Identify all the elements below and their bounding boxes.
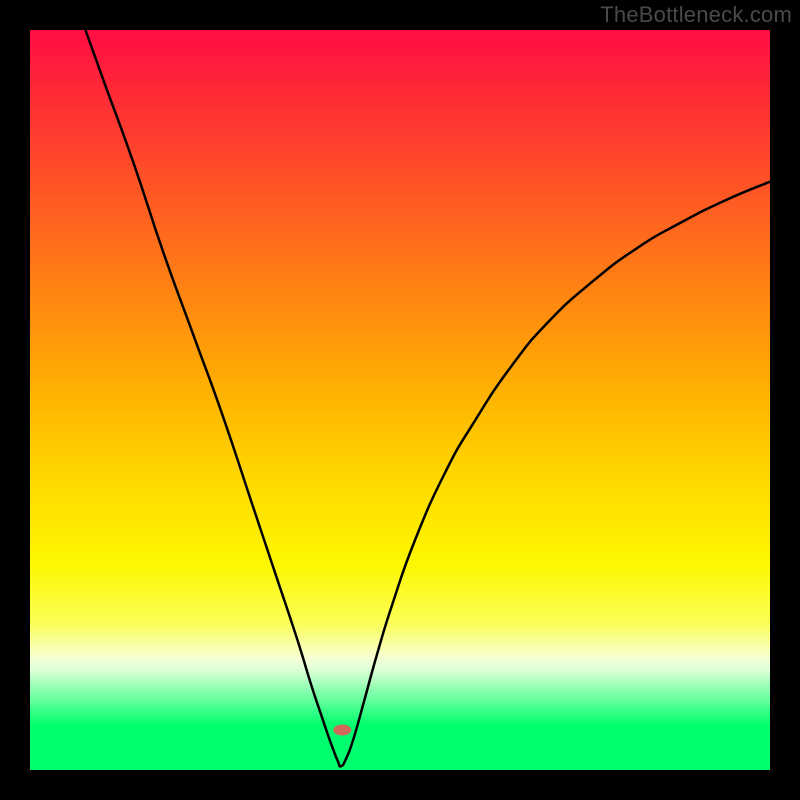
watermark-text: TheBottleneck.com (600, 2, 792, 28)
stage: TheBottleneck.com (0, 0, 800, 800)
minimum-marker (333, 725, 351, 736)
chart-svg (0, 0, 800, 800)
plot-background (30, 30, 770, 770)
